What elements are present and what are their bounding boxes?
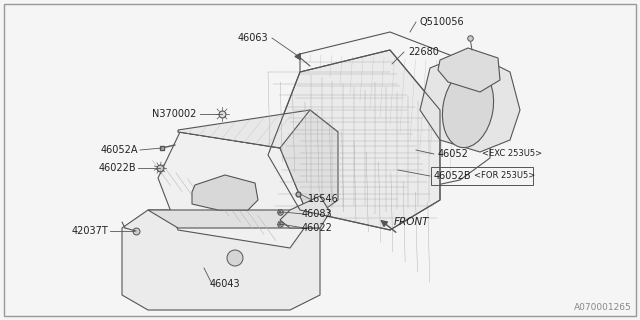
Text: <EXC 253U5>: <EXC 253U5> — [482, 149, 542, 158]
Text: 46063: 46063 — [237, 33, 268, 43]
Text: 42037T: 42037T — [71, 226, 108, 236]
Text: 46022: 46022 — [302, 223, 333, 233]
Text: 46022B: 46022B — [99, 163, 136, 173]
Polygon shape — [192, 175, 258, 210]
Polygon shape — [420, 52, 520, 152]
Text: 46083: 46083 — [302, 209, 333, 219]
Polygon shape — [280, 110, 338, 220]
Polygon shape — [158, 132, 310, 248]
Ellipse shape — [442, 68, 493, 148]
Text: 46052: 46052 — [438, 149, 469, 159]
Text: FRONT: FRONT — [394, 217, 429, 227]
Text: N370002: N370002 — [152, 109, 196, 119]
Polygon shape — [280, 196, 330, 228]
Text: A070001265: A070001265 — [574, 303, 632, 312]
Text: <FOR 253U5>: <FOR 253U5> — [474, 172, 535, 180]
Polygon shape — [268, 50, 440, 230]
Text: 16546: 16546 — [308, 194, 339, 204]
Text: 46052A: 46052A — [100, 145, 138, 155]
Text: 22680: 22680 — [408, 47, 439, 57]
Polygon shape — [122, 210, 320, 310]
Text: 46043: 46043 — [210, 279, 241, 289]
Polygon shape — [178, 110, 338, 148]
Circle shape — [227, 250, 243, 266]
Text: Q510056: Q510056 — [420, 17, 465, 27]
Polygon shape — [438, 48, 500, 92]
Text: 46052B: 46052B — [434, 171, 472, 181]
Polygon shape — [148, 210, 320, 228]
Polygon shape — [280, 32, 490, 195]
